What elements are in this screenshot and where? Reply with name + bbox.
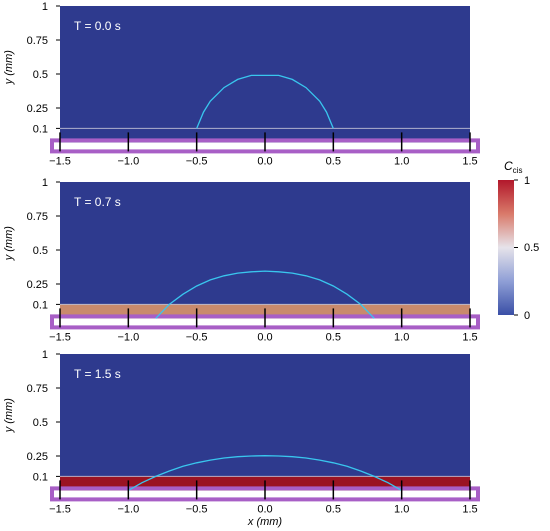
panel-0: −1.5 −1.0 −0.5 0.0 0.5 1.0 1.5 0.1 0.25 0.5 0.75 1 y… <box>3 1 480 167</box>
x-tick-label: 1.5 <box>462 331 477 343</box>
y-tick-label: 1 <box>42 177 48 189</box>
field-background <box>60 354 470 491</box>
x-tick-label: −1.5 <box>49 155 71 167</box>
x-tick-label: 0.0 <box>257 503 272 515</box>
x-tick-label: 0.0 <box>257 331 272 343</box>
time-label: T = 1.5 s <box>74 367 121 381</box>
x-tick-label: 0.5 <box>326 155 341 167</box>
y-tick-label: 0.75 <box>27 35 48 47</box>
x-tick-label: 1.5 <box>462 155 477 167</box>
x-tick-label: −0.5 <box>186 331 208 343</box>
x-tick-label: −0.5 <box>186 155 208 167</box>
x-tick-label: −1.0 <box>117 331 139 343</box>
panel-1: −1.5 −1.0 −0.5 0.0 0.5 1.0 1.5 0.1 0.25 0.5 0.75 1 y… <box>3 177 480 343</box>
y-tick-label: 1 <box>42 349 48 361</box>
y-axis-label: y (mm) <box>3 50 15 86</box>
x-tick-label: 1.0 <box>394 503 409 515</box>
y-tick-label: 1 <box>42 1 48 13</box>
panel-2: −1.5 −1.0 −0.5 0.0 0.5 1.0 1.5 0.1 0.25 0.5 0.75 1 y… <box>3 349 480 515</box>
x-tick-label: −0.5 <box>186 503 208 515</box>
y-tick-label: 0.5 <box>33 69 48 81</box>
droplet-outline <box>155 270 375 319</box>
y-tick-label: 0.25 <box>27 451 48 463</box>
x-tick-label: −1.5 <box>49 331 71 343</box>
x-tick-label: 1.0 <box>394 331 409 343</box>
x-tick-label: −1.0 <box>117 503 139 515</box>
colorbar-tick-label-0: 0 <box>524 310 530 322</box>
x-tick-label: 0.5 <box>326 331 341 343</box>
x-tick-label: 0.0 <box>257 155 272 167</box>
y-tick-label: 0.1 <box>33 471 48 483</box>
y-tick-label: 0.25 <box>27 103 48 115</box>
time-label: T = 0.7 s <box>74 195 121 209</box>
y-tick-label: 0.1 <box>33 123 48 135</box>
y-axis-label: y (mm) <box>3 398 15 434</box>
y-tick-label: 0.5 <box>33 245 48 257</box>
x-axis-label: x (mm) <box>247 516 283 528</box>
time-label: T = 0.0 s <box>74 19 121 33</box>
panels-group: −1.5 −1.0 −0.5 0.0 0.5 1.0 1.5 0.1 0.25 0.5 0.75 1 y… <box>3 1 480 515</box>
colorbar-title: Ccis <box>504 159 522 175</box>
x-tick-label: 0.5 <box>326 503 341 515</box>
colorbar-tick-label-1: 1 <box>524 175 530 187</box>
field-background <box>60 182 470 319</box>
y-tick-label: 0.75 <box>27 211 48 223</box>
y-tick-label: 0.25 <box>27 279 48 291</box>
x-tick-label: 1.5 <box>462 503 477 515</box>
x-tick-label: −1.5 <box>49 503 71 515</box>
y-tick-label: 0.5 <box>33 417 48 429</box>
colorbar-tick-label-half: 0.5 <box>524 242 539 254</box>
y-axis-label: y (mm) <box>3 226 15 262</box>
y-tick-label: 0.75 <box>27 383 48 395</box>
field-background <box>60 6 470 143</box>
colorbar: Ccis 1 0.5 0 <box>498 159 539 322</box>
x-tick-label: 1.0 <box>394 155 409 167</box>
droplet-outline <box>127 455 403 491</box>
x-tick-label: −1.0 <box>117 155 139 167</box>
colorbar-gradient <box>498 180 514 315</box>
droplet-outline <box>196 74 334 129</box>
y-tick-label: 0.1 <box>33 299 48 311</box>
